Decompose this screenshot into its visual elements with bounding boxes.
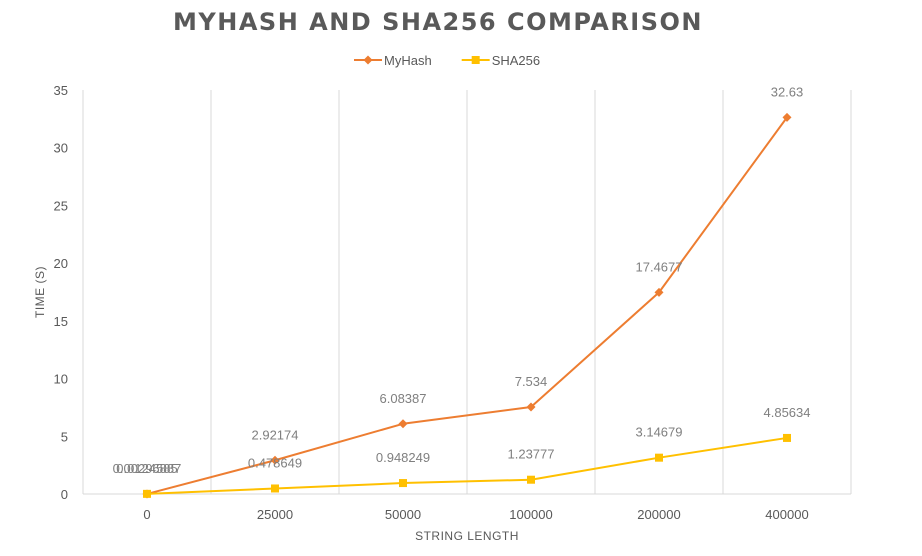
data-label: 7.534	[515, 374, 548, 389]
chart-title: MYHASH AND SHA256 COMPARISON	[173, 8, 703, 36]
data-point	[783, 433, 791, 442]
legend-marker	[471, 56, 480, 64]
series-sha256: 0.0124585 0.478649 0.948249 1.23777 3.14679 4…	[116, 405, 811, 498]
legend: MyHash SHA256	[354, 53, 540, 68]
data-label: 0.00296887	[113, 461, 182, 476]
data-point	[271, 484, 279, 493]
x-tick-label: 25000	[257, 507, 293, 522]
x-tick-label: 50000	[385, 507, 421, 522]
data-label: 2.92174	[252, 427, 299, 442]
legend-marker	[363, 55, 373, 65]
data-point	[143, 489, 151, 498]
data-label: 17.4677	[636, 259, 683, 274]
y-tick-label: 0	[61, 487, 68, 502]
x-tick-label: 0	[143, 507, 150, 522]
y-tick-label: 35	[54, 83, 68, 98]
x-tick-label: 200000	[637, 507, 680, 522]
x-tick-label: 400000	[765, 507, 808, 522]
data-label: 0.0124585	[116, 461, 177, 476]
data-label: 3.14679	[636, 425, 683, 440]
y-tick-label: 5	[61, 429, 68, 444]
series-myhash: 0.00296887 2.92174 6.08387 7.534 17.4677 32.6…	[113, 84, 804, 499]
data-point	[655, 453, 663, 462]
data-point	[654, 287, 664, 297]
y-tick-label: 30	[54, 141, 68, 156]
x-axis-label: STRING LENGTH	[415, 529, 519, 543]
data-point	[527, 475, 535, 484]
y-axis-label: TIME (S)	[33, 266, 47, 318]
y-tick-label: 10	[54, 372, 68, 387]
data-label: 0.948249	[376, 450, 430, 465]
data-point	[398, 419, 408, 429]
data-label: 4.85634	[764, 405, 811, 420]
data-label: 1.23777	[508, 447, 555, 462]
series-line	[146, 436, 788, 495]
y-tick-label: 20	[54, 256, 68, 271]
x-tick-label: 100000	[509, 507, 552, 522]
gridlines	[82, 90, 852, 495]
data-label: 0.478649	[248, 455, 302, 470]
y-tick-label: 25	[54, 198, 68, 213]
data-point	[399, 479, 407, 488]
data-label: 6.08387	[380, 391, 427, 406]
series-line	[146, 116, 788, 495]
legend-item: SHA256	[461, 53, 540, 68]
x-axis-ticks: 0 25000 50000 100000 200000 400000	[143, 507, 808, 522]
data-point	[270, 455, 280, 465]
legend-item: MyHash	[354, 53, 432, 68]
data-point	[526, 402, 536, 412]
y-axis-ticks: 0 5 10 15 20 25 30 35	[54, 83, 68, 502]
legend-label: MyHash	[384, 53, 432, 68]
y-tick-label: 15	[54, 314, 68, 329]
data-point	[782, 112, 792, 122]
legend-label: SHA256	[492, 53, 540, 68]
series-layer: 0.00296887 2.92174 6.08387 7.534 17.4677 32.6…	[113, 84, 811, 499]
data-label: 32.63	[771, 84, 804, 99]
